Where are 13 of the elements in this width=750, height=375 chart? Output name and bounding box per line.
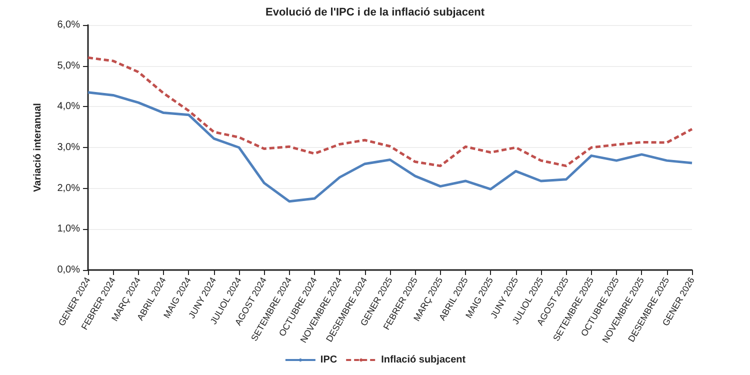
y-tick-label: 5,0% [57, 60, 80, 72]
y-tick-label: 0,0% [57, 264, 80, 276]
y-tick-label: 1,0% [57, 224, 80, 235]
y-tick-label: 6,0% [57, 20, 80, 30]
legend-label: IPC [320, 354, 338, 366]
y-axis-title: Variació interanual [32, 102, 44, 192]
line-series [86, 91, 694, 203]
y-tick-label: 3,0% [57, 142, 80, 153]
chart-title: Evolució de l'IPC i de la inflació subjacent [265, 6, 485, 18]
legend-label: Inflació subjacent [381, 354, 466, 366]
y-tick-label: 4,0% [57, 101, 80, 112]
line-series [86, 56, 694, 168]
y-tick-label: 2,0% [57, 182, 80, 194]
